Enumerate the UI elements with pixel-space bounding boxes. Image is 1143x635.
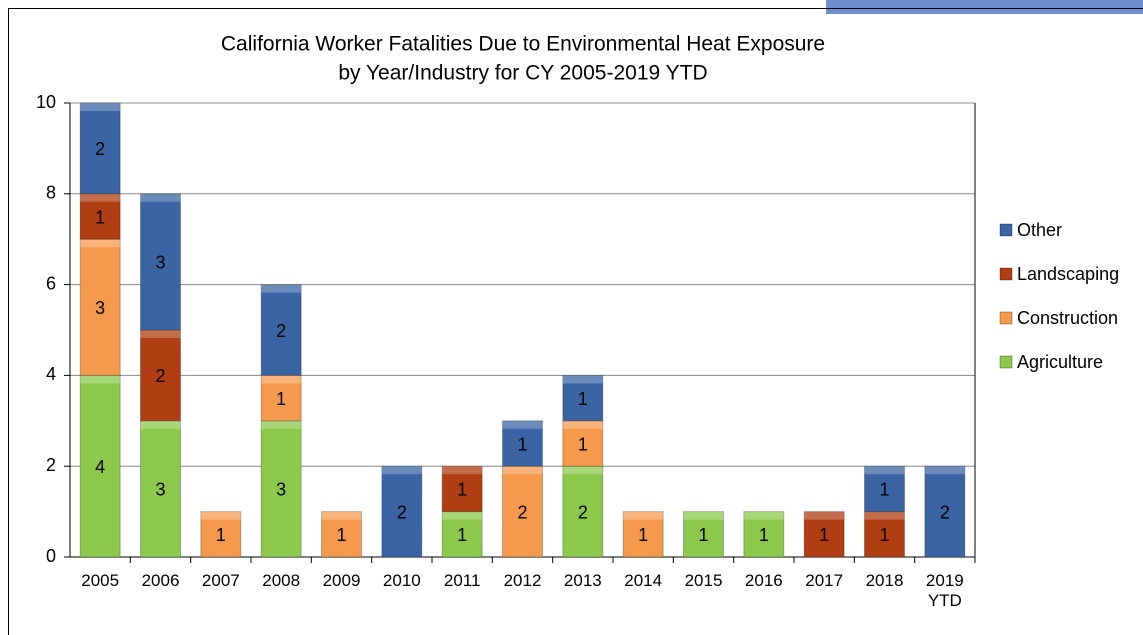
bar-highlight xyxy=(563,375,603,383)
y-tick-label: 6 xyxy=(46,273,56,293)
data-label: 1 xyxy=(638,525,648,545)
x-tick-label: 2015 xyxy=(682,571,726,591)
chart: California Worker Fatalities Due to Envi… xyxy=(0,0,1143,635)
legend-label: Other xyxy=(1017,220,1062,240)
x-tick-label: 2018 xyxy=(863,571,907,591)
data-label: 3 xyxy=(155,480,165,500)
legend-swatch xyxy=(1000,268,1012,280)
y-tick-label: 8 xyxy=(46,183,56,203)
legend-swatch xyxy=(1000,312,1012,324)
data-label: 1 xyxy=(879,480,889,500)
bar-highlight xyxy=(744,512,784,520)
bar-highlight xyxy=(442,512,482,520)
x-tick-label: 2014 xyxy=(621,571,665,591)
bar-highlight xyxy=(80,194,120,202)
bar-highlight xyxy=(442,466,482,474)
data-label: 3 xyxy=(276,480,286,500)
data-label: 1 xyxy=(879,525,889,545)
x-tick-label: 2009 xyxy=(320,571,364,591)
bar-highlight xyxy=(563,466,603,474)
bar-highlight xyxy=(261,421,301,429)
x-tick-label: 2012 xyxy=(501,571,545,591)
page: {"chart_data": {"type": "stacked-bar", "… xyxy=(0,0,1143,635)
x-tick-label: 2010 xyxy=(380,571,424,591)
data-label: 1 xyxy=(457,480,467,500)
legend-swatch xyxy=(1000,224,1012,236)
bar-highlight xyxy=(80,375,120,383)
data-label: 1 xyxy=(698,525,708,545)
data-label: 1 xyxy=(578,434,588,454)
bar-highlight xyxy=(865,512,905,520)
data-label: 1 xyxy=(578,389,588,409)
bar-highlight xyxy=(503,466,543,474)
data-label: 1 xyxy=(457,525,467,545)
x-tick-label: 2019 YTD xyxy=(923,571,967,611)
data-label: 2 xyxy=(276,321,286,341)
x-tick-label: 2006 xyxy=(139,571,183,591)
x-tick-label: 2017 xyxy=(802,571,846,591)
data-label: 3 xyxy=(155,253,165,273)
x-tick-label: 2005 xyxy=(78,571,122,591)
x-tick-label: 2008 xyxy=(259,571,303,591)
data-label: 1 xyxy=(216,525,226,545)
bar-highlight xyxy=(925,466,965,474)
bar-highlight xyxy=(865,466,905,474)
data-label: 1 xyxy=(336,525,346,545)
x-tick-label: 2007 xyxy=(199,571,243,591)
data-label: 2 xyxy=(155,366,165,386)
chart-subtitle: by Year/Industry for CY 2005-2019 YTD xyxy=(338,62,707,85)
data-label: 1 xyxy=(95,207,105,227)
legend-label: Landscaping xyxy=(1017,264,1119,284)
data-label: 4 xyxy=(95,457,105,477)
data-label: 3 xyxy=(95,298,105,318)
y-tick-label: 10 xyxy=(36,92,56,112)
y-tick-label: 0 xyxy=(46,546,56,566)
bar-highlight xyxy=(563,421,603,429)
bar-highlight xyxy=(623,512,663,520)
data-label: 2 xyxy=(940,502,950,522)
data-label: 1 xyxy=(819,525,829,545)
data-label: 1 xyxy=(276,389,286,409)
bar-highlight xyxy=(141,330,181,338)
bar-highlight xyxy=(261,285,301,293)
bar-highlight xyxy=(80,239,120,247)
bar-highlight xyxy=(322,512,362,520)
data-label: 2 xyxy=(517,502,527,522)
legend-label: Agriculture xyxy=(1017,352,1103,372)
y-tick-label: 4 xyxy=(46,364,56,384)
bar-highlight xyxy=(80,103,120,111)
bar-highlight xyxy=(503,421,543,429)
data-label: 1 xyxy=(759,525,769,545)
bar-highlight xyxy=(141,421,181,429)
data-label: 2 xyxy=(397,502,407,522)
legend-label: Construction xyxy=(1017,308,1118,328)
background-image xyxy=(826,0,1143,14)
chart-title: California Worker Fatalities Due to Envi… xyxy=(221,33,825,56)
bar-highlight xyxy=(141,194,181,202)
data-label: 2 xyxy=(95,139,105,159)
data-label: 1 xyxy=(517,434,527,454)
x-tick-label: 2011 xyxy=(440,571,484,591)
y-tick-label: 2 xyxy=(46,455,56,475)
bar-highlight xyxy=(804,512,844,520)
bar-highlight xyxy=(201,512,241,520)
bar-highlight xyxy=(684,512,724,520)
legend-swatch xyxy=(1000,356,1012,368)
data-label: 2 xyxy=(578,502,588,522)
bar-highlight xyxy=(382,466,422,474)
x-tick-label: 2013 xyxy=(561,571,605,591)
bar-highlight xyxy=(261,375,301,383)
x-tick-label: 2016 xyxy=(742,571,786,591)
